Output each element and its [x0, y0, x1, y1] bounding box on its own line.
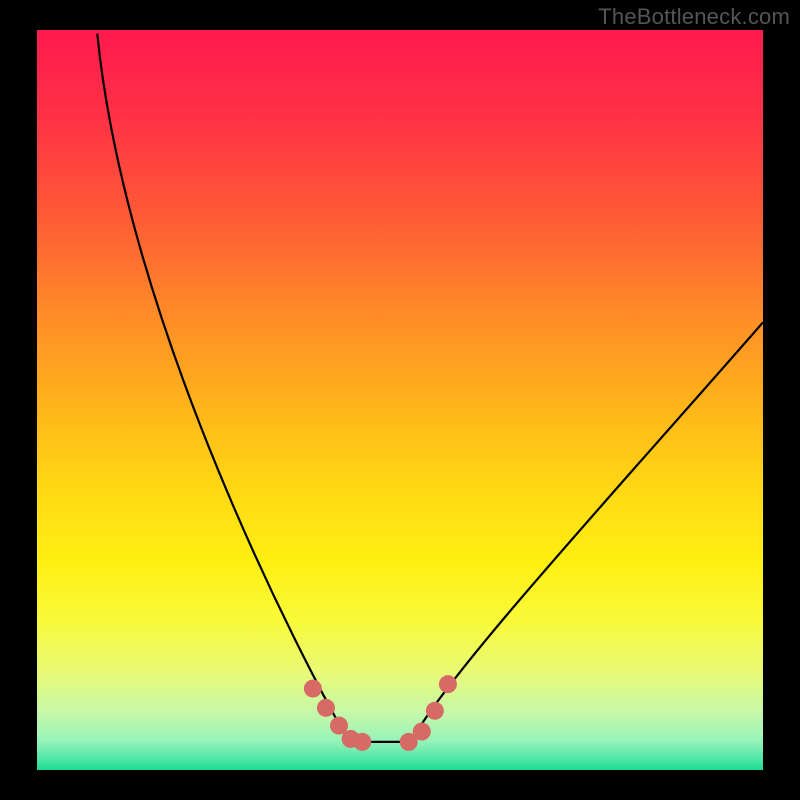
valley-marker	[304, 680, 322, 698]
bottleneck-chart	[0, 0, 800, 800]
valley-marker	[439, 675, 457, 693]
valley-marker	[353, 733, 371, 751]
valley-marker	[317, 699, 335, 717]
valley-marker	[426, 702, 444, 720]
plot-area	[37, 30, 763, 770]
valley-marker	[413, 723, 431, 741]
watermark-text: TheBottleneck.com	[598, 4, 790, 30]
